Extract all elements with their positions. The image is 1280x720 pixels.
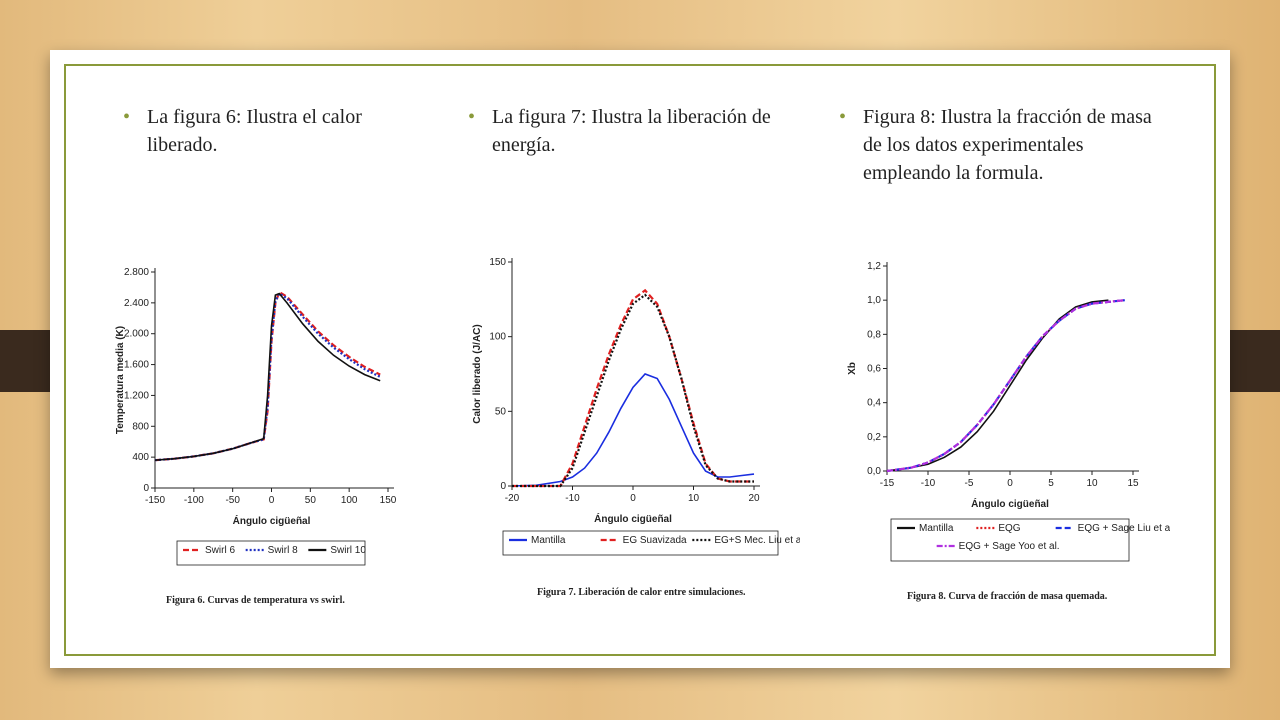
y-axis-label: Xb [847,362,858,375]
legend-label: Mantilla [919,523,954,534]
x-tick-label: -10 [921,478,936,489]
x-tick-label: 5 [1048,478,1054,489]
y-tick-label: 150 [489,257,506,268]
chart: 0,0 0,2 0,4 0,6 0,8 1,0 1,2 -15 -10 -5 0 5 10 15 Ángul… [823,237,1170,625]
y-tick-label: 0 [143,483,149,494]
x-tick-label: 100 [341,495,358,506]
x-tick-label: 150 [380,495,397,506]
bullet: Figura 8: Ilustra la fracción de masa de… [839,103,1163,187]
x-tick-label: -100 [184,495,204,506]
y-tick-label: 0,2 [867,432,881,443]
series-line [154,292,381,461]
y-tick-label: 0 [500,481,506,492]
y-tick-label: 50 [495,406,507,417]
chart: 0 400 800 1.200 1.600 2.000 2.400 2.800 -150 -100… [82,237,429,625]
series-line [154,290,381,462]
y-tick-label: 800 [132,421,149,432]
y-tick-label: 100 [489,332,506,343]
legend-label: EG Suavizada [623,535,687,546]
y-tick-label: 1.200 [124,390,149,401]
x-tick-label: -5 [965,478,974,489]
y-tick-label: 2.400 [124,298,149,309]
y-tick-label: 0,6 [867,364,881,375]
y-tick-label: 0,4 [867,398,881,409]
x-axis-label: Ángulo cigüeñal [233,514,311,527]
series-line [886,299,1125,473]
x-tick-label: -15 [880,478,895,489]
y-axis-label: Calor liberado (J/AC) [472,324,483,423]
y-tick-label: 1,0 [867,295,881,306]
legend-label: EQG + Sage Yoo et al. [959,541,1060,552]
legend-box [176,540,366,566]
y-tick-label: 0,8 [867,329,881,340]
x-axis-label: Ángulo cigüeñal [594,512,672,525]
legend-label: Swirl 8 [268,545,298,556]
x-tick-label: 0 [630,493,636,504]
x-tick-label: 0 [269,495,275,506]
bullet: La figura 6: Ilustra el calor liberado. [123,103,417,159]
y-tick-label: 2.800 [124,267,149,278]
legend-label: Swirl 10 [330,545,366,556]
y-axis-label: Temperatura media (K) [115,326,126,434]
series-line [886,299,1109,472]
caption: Figura 6. Curvas de temperatura vs swirl… [166,595,345,606]
chart: 0 50 100 150 -20 -10 0 10 20 Ángulo cigüeñal Calor… [453,237,800,625]
caption: Figura 7. Liberación de calor entre simu… [537,587,746,598]
x-tick-label: 10 [1086,478,1098,489]
x-tick-label: 15 [1127,478,1139,489]
series-line [512,293,754,488]
y-tick-label: 2.000 [124,329,149,340]
legend-label: Swirl 6 [205,545,235,556]
legend-label: EQG [998,523,1020,534]
x-tick-label: 10 [688,493,700,504]
y-tick-label: 0,0 [867,466,881,477]
legend-box [890,518,1130,562]
legend-label: EQG + Sage Liu et al. [1078,523,1170,534]
x-tick-label: -50 [225,495,240,506]
series-line [511,373,755,487]
caption: Figura 8. Curva de fracción de masa quem… [907,591,1108,602]
x-tick-label: 0 [1007,478,1013,489]
legend-label: EG+S Mec. Liu et al. [714,535,800,546]
y-tick-label: 400 [132,452,149,463]
y-tick-label: 1.600 [124,360,149,371]
legend-label: Mantilla [531,535,566,546]
x-tick-label: 50 [305,495,317,506]
series-line [154,292,381,462]
bullet: La figura 7: Ilustra la liberación de en… [468,103,792,159]
x-tick-label: 20 [748,493,760,504]
frame [64,64,1216,656]
x-tick-label: -20 [505,493,520,504]
y-tick-label: 1,2 [867,261,881,272]
x-tick-label: -10 [565,493,580,504]
legend-box [502,530,779,556]
x-tick-label: -150 [145,495,165,506]
x-axis-label: Ángulo cigüeñal [971,497,1049,510]
